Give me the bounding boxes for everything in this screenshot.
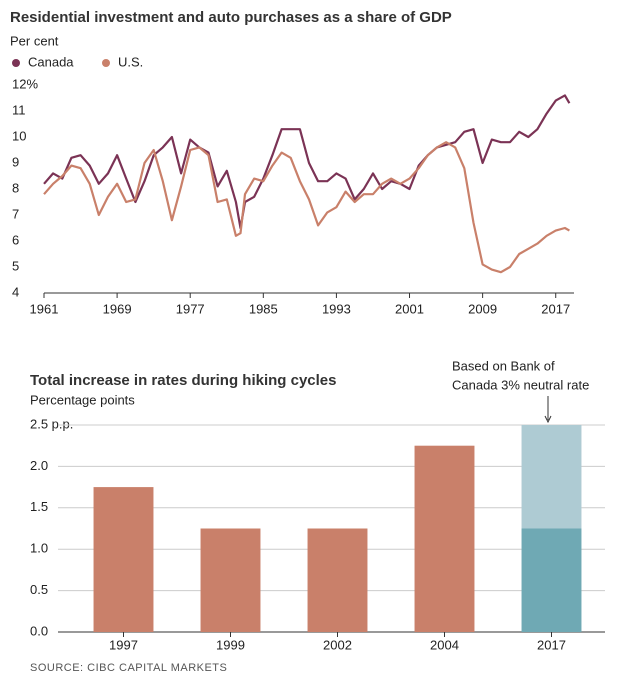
annotation-arrowhead xyxy=(544,415,552,424)
y-tick-label: 4 xyxy=(12,284,19,299)
chart-subtitle: Percentage points xyxy=(30,392,135,407)
x-tick-label: 1977 xyxy=(176,301,205,316)
y-tick-label: 2.5 p.p. xyxy=(30,416,73,431)
y-tick-label: 12% xyxy=(12,76,38,91)
x-tick-label: 2009 xyxy=(468,301,497,316)
bar xyxy=(93,487,154,632)
y-tick-label: 11 xyxy=(12,102,26,117)
source: SOURCE: CIBC CAPITAL MARKETS xyxy=(30,662,227,674)
x-tick-label: 1997 xyxy=(109,637,138,652)
y-tick-label: 7 xyxy=(12,206,19,221)
x-tick-label: 1969 xyxy=(103,301,132,316)
annotation: Canada 3% neutral rate xyxy=(452,377,589,392)
y-tick-label: 9 xyxy=(12,154,19,169)
annotation: Based on Bank of xyxy=(452,358,555,373)
legend-label: Canada xyxy=(28,54,74,69)
y-tick-label: 0.0 xyxy=(30,623,48,638)
bar xyxy=(200,528,261,632)
x-tick-label: 2004 xyxy=(430,637,459,652)
chart-title: Total increase in rates during hiking cy… xyxy=(30,372,337,389)
line-series xyxy=(43,94,571,230)
y-tick-label: 1.0 xyxy=(30,541,48,556)
chart-title: Residential investment and auto purchase… xyxy=(10,9,452,26)
legend-swatch xyxy=(102,59,110,67)
line-series xyxy=(43,141,570,274)
bar xyxy=(521,528,582,632)
y-tick-label: 5 xyxy=(12,258,19,273)
legend-label: U.S. xyxy=(118,54,143,69)
y-tick-label: 2.0 xyxy=(30,458,48,473)
x-tick-label: 2017 xyxy=(541,301,570,316)
bar xyxy=(414,445,475,632)
x-tick-label: 2017 xyxy=(537,637,566,652)
y-tick-label: 1.5 xyxy=(30,499,48,514)
y-tick-label: 8 xyxy=(12,180,19,195)
x-tick-label: 2001 xyxy=(395,301,424,316)
legend-swatch xyxy=(12,59,20,67)
x-tick-label: 1999 xyxy=(216,637,245,652)
x-tick-label: 1985 xyxy=(249,301,278,316)
x-tick-label: 1961 xyxy=(30,301,59,316)
y-tick-label: 6 xyxy=(12,232,19,247)
x-tick-label: 1993 xyxy=(322,301,351,316)
bar xyxy=(307,528,368,632)
y-tick-label: 0.5 xyxy=(30,582,48,597)
chart-subtitle: Per cent xyxy=(10,33,59,48)
bar xyxy=(521,425,582,529)
x-tick-label: 2002 xyxy=(323,637,352,652)
y-tick-label: 10 xyxy=(12,128,26,143)
